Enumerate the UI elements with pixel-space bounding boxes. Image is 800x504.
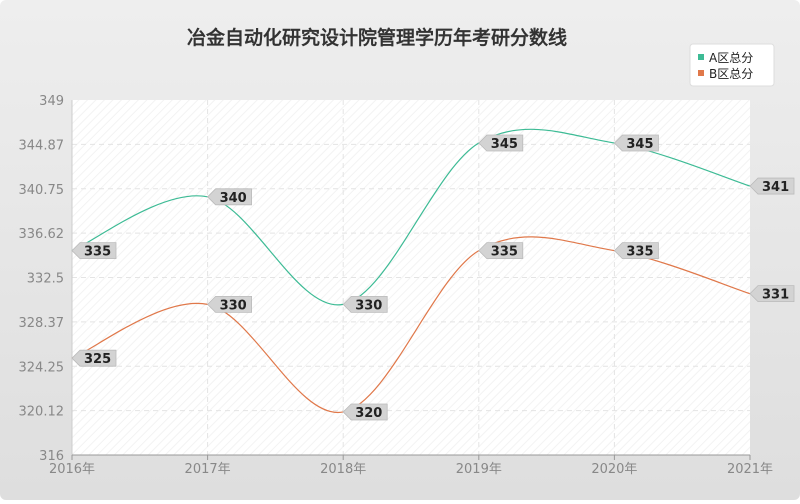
- y-tick-label: 324.25: [19, 360, 65, 375]
- data-labels: 335 340 330 345 345 341 325 330 320 335 335 331: [71, 134, 795, 421]
- data-label: 340: [207, 188, 252, 206]
- data-label-tag: [207, 188, 252, 206]
- data-label: 325: [71, 349, 117, 367]
- x-tick-label: 2016年: [49, 462, 95, 477]
- legend-label: A区总分: [709, 51, 753, 65]
- legend-label: B区总分: [709, 67, 753, 81]
- data-label: 330: [207, 295, 252, 313]
- data-label-tag: [71, 349, 117, 367]
- data-label: 345: [613, 134, 659, 152]
- data-label-text: 330: [220, 298, 247, 313]
- x-tick-label: 2020年: [591, 462, 637, 477]
- data-label-tag: [749, 177, 795, 195]
- legend-item[interactable]: B区总分: [698, 67, 753, 81]
- grid: [72, 100, 750, 455]
- axes: 316 320.12 324.25 328.37 332.5 336.62 340.75 34…: [19, 94, 774, 477]
- data-label-tag: [71, 242, 117, 260]
- x-tick-label: 2019年: [456, 462, 502, 477]
- x-tick-label: 2018年: [320, 462, 366, 477]
- x-tick-label: 2017年: [185, 462, 231, 477]
- data-label: 331: [749, 285, 795, 303]
- data-label-text: 330: [355, 298, 382, 313]
- data-label: 335: [71, 242, 117, 260]
- legend[interactable]: A区总分 B区总分: [689, 43, 775, 87]
- data-label-tag: [613, 134, 659, 152]
- data-label-tag: [478, 242, 524, 260]
- x-tick-label: 2021年: [727, 462, 773, 477]
- y-tick-label: 349: [39, 94, 64, 109]
- data-label-tag: [749, 285, 795, 303]
- y-tick-label: 332.5: [27, 272, 64, 287]
- data-label: 335: [613, 242, 659, 260]
- data-label-text: 340: [220, 191, 247, 206]
- legend-box: [689, 43, 775, 87]
- data-label-tag: [478, 134, 524, 152]
- data-label-tag: [342, 403, 388, 421]
- data-label-text: 331: [762, 288, 789, 303]
- y-tick-label: 328.37: [19, 316, 65, 331]
- data-label-text: 341: [762, 180, 789, 195]
- data-label-text: 325: [84, 352, 111, 367]
- data-label-tag: [207, 295, 252, 313]
- data-label: 341: [749, 177, 795, 195]
- data-label: 320: [342, 403, 388, 421]
- y-tick-label: 344.87: [19, 138, 65, 153]
- legend-item[interactable]: A区总分: [698, 51, 753, 65]
- y-tick-label: 320.12: [19, 405, 65, 420]
- y-tick-label: 340.75: [19, 183, 65, 198]
- data-label-text: 345: [626, 137, 653, 152]
- data-label-text: 335: [491, 245, 518, 260]
- y-tick-label: 316: [39, 449, 64, 464]
- data-label: 330: [342, 295, 388, 313]
- data-label: 335: [478, 242, 524, 260]
- legend-swatch: [698, 70, 704, 76]
- y-tick-label: 336.62: [19, 227, 65, 242]
- data-label-text: 335: [84, 245, 111, 260]
- data-label-tag: [613, 242, 659, 260]
- data-label-text: 345: [491, 137, 518, 152]
- data-label-text: 320: [355, 406, 382, 421]
- legend-swatch: [698, 54, 704, 60]
- data-label: 345: [478, 134, 524, 152]
- data-label-tag: [342, 295, 388, 313]
- chart-title: 冶金自动化研究设计院管理学历年考研分数线: [187, 26, 567, 49]
- data-label-text: 335: [626, 245, 653, 260]
